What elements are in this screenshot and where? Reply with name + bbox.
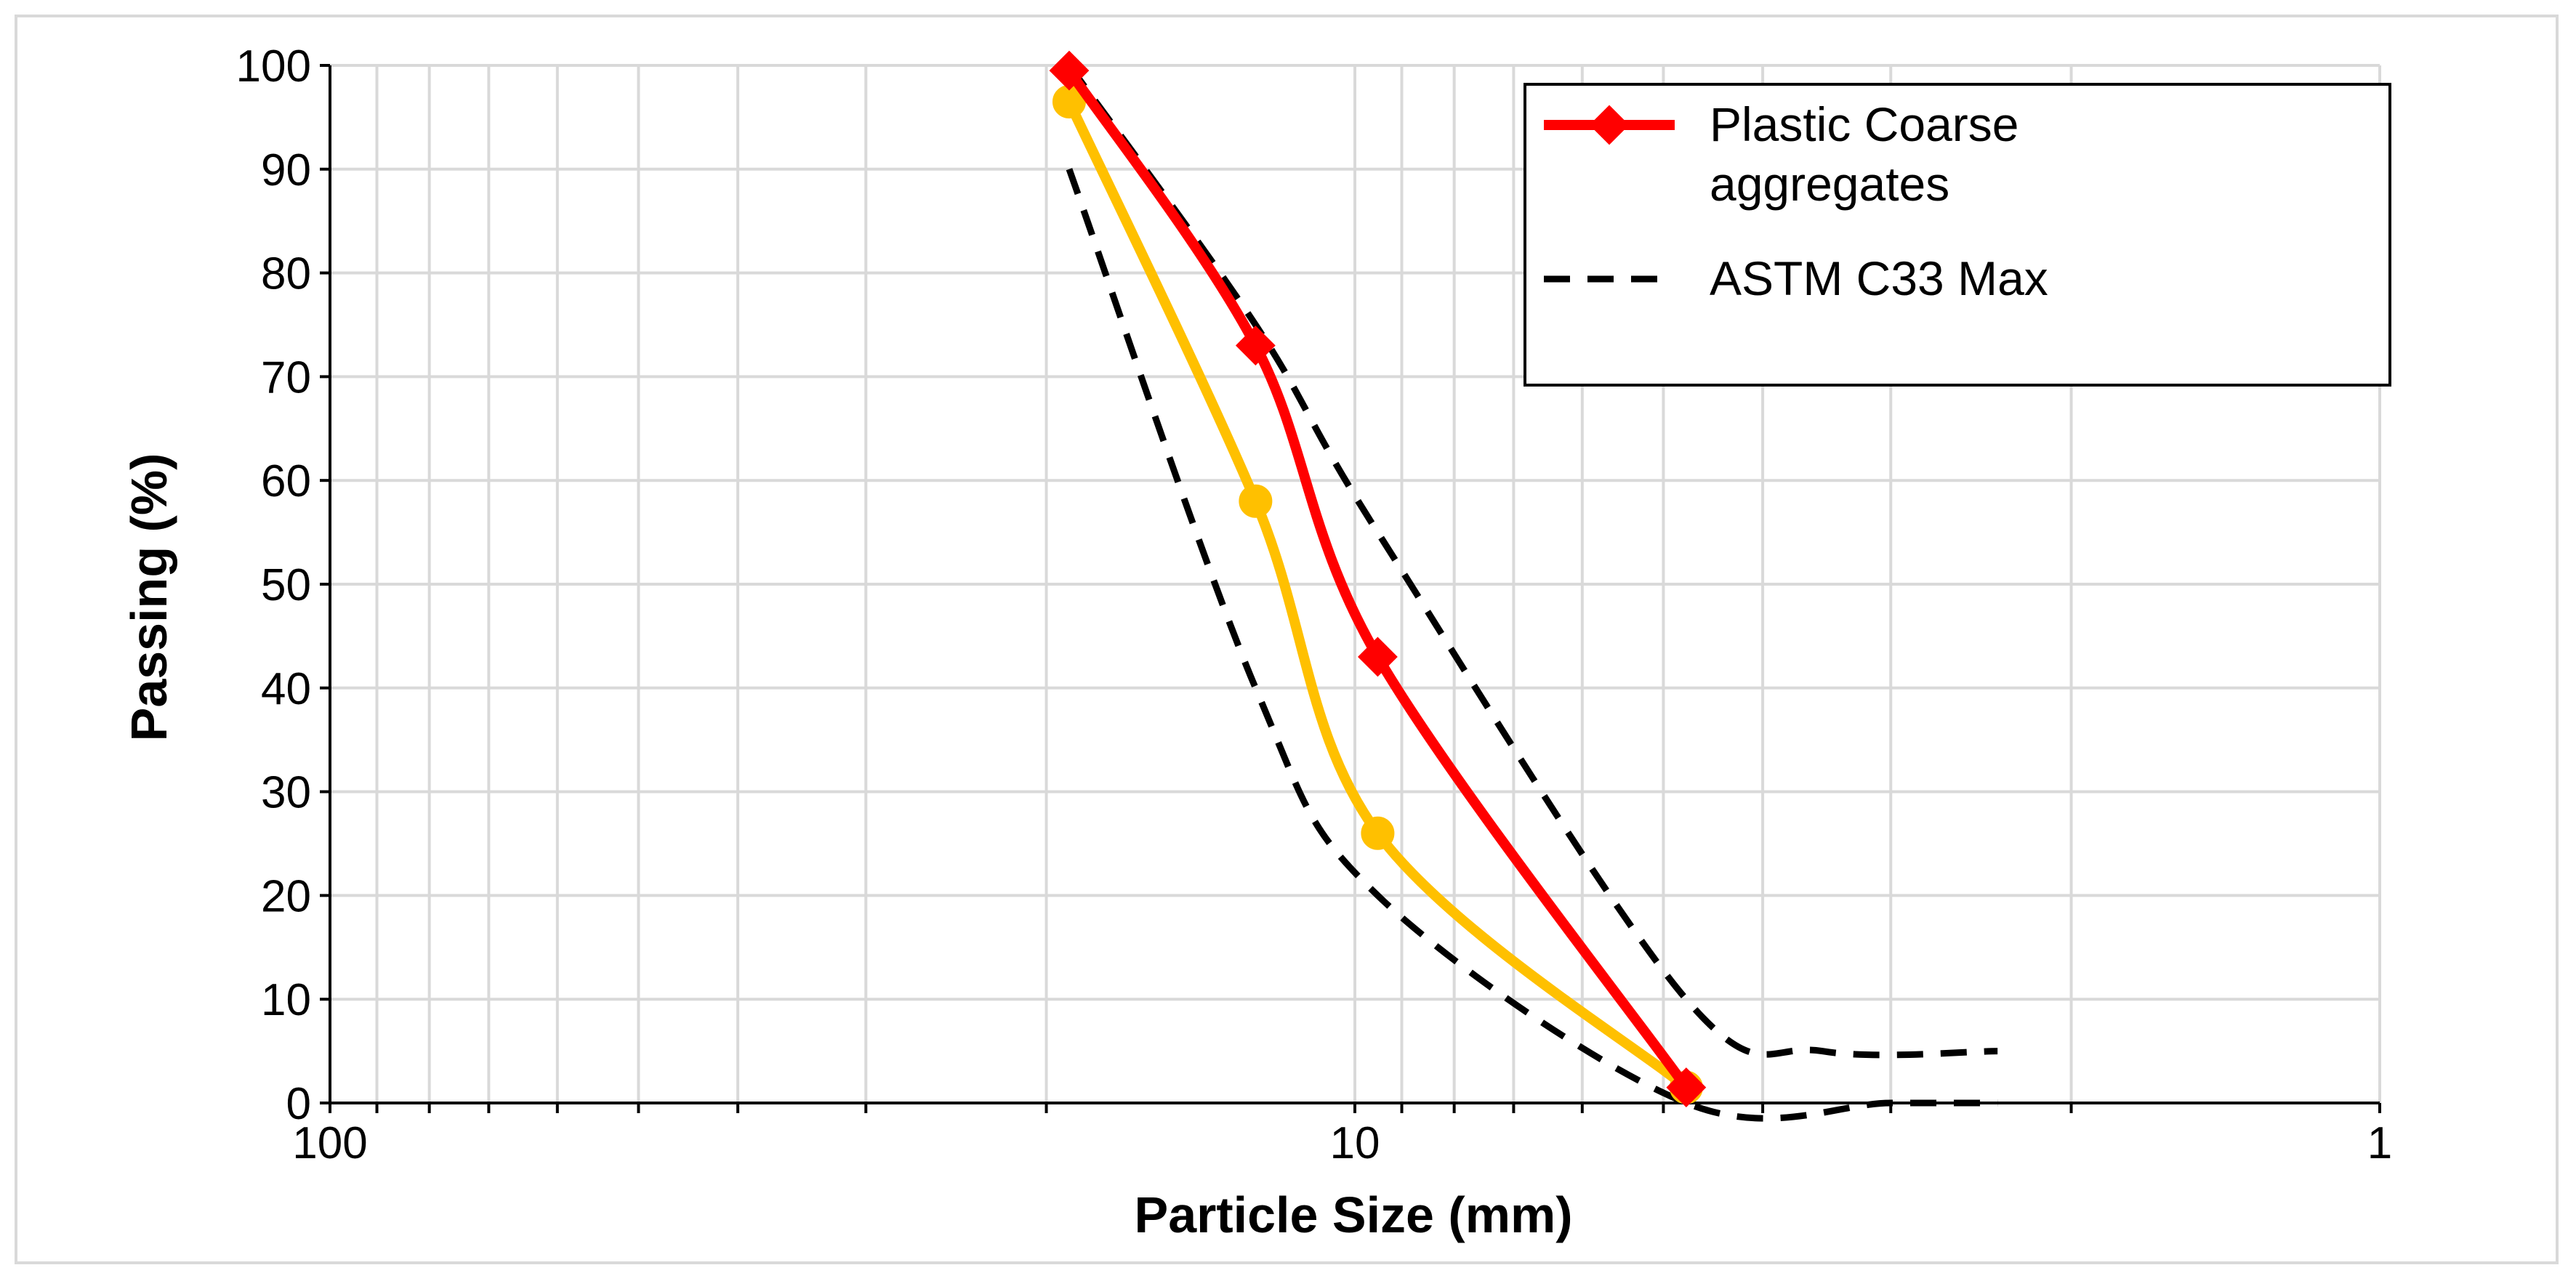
series-line-gradation xyxy=(1064,100,1690,1091)
legend-entry-plastic-coarse-aggregates: Plastic Coarse aggregates xyxy=(1544,97,2019,211)
legend-label-astm-c33-max: ASTM C33 Max xyxy=(1710,251,2048,305)
data-point-plastic-coarse-aggregates xyxy=(1666,1067,1707,1107)
data-point-plastic-coarse-aggregates xyxy=(1049,50,1090,91)
y-tick-label: 100 xyxy=(236,41,311,92)
y-tick-label: 30 xyxy=(261,768,311,818)
legend-box xyxy=(1524,83,2391,387)
x-tick-label: 10 xyxy=(1330,1118,1380,1168)
y-tick-label: 50 xyxy=(261,560,311,610)
legend: Plastic Coarse aggregates ASTM C33 Max xyxy=(1524,83,2391,387)
series-line-astm-c33-min xyxy=(1066,168,1998,1122)
series-line-astm-c33-max xyxy=(1066,63,1998,1059)
y-tick-label: 20 xyxy=(261,871,311,921)
series-line-plastic-coarse-aggregates xyxy=(1065,68,1691,1091)
chart-frame: 0 10 20 30 40 50 60 70 80 90 100 100 10 1 Plastic Coa… xyxy=(15,15,2559,1264)
y-tick-label: 0 xyxy=(286,1079,311,1129)
series-group xyxy=(1049,50,1998,1122)
y-tick-label: 90 xyxy=(261,145,311,195)
particle-size-distribution-chart: 0 10 20 30 40 50 60 70 80 90 100 100 10 1 Plastic Coa… xyxy=(121,41,2393,1243)
y-tick-label: 60 xyxy=(261,456,311,506)
series-plastic-coarse-aggregates xyxy=(1049,50,1707,1107)
data-point-plastic-coarse-aggregates xyxy=(1357,637,1398,677)
legend-label-plastic-coarse-aggregates: Plastic Coarse xyxy=(1710,97,2019,151)
y-axis-title: Passing (%) xyxy=(121,453,177,742)
series-astm-c33-min xyxy=(1066,168,1998,1122)
x-tick-label: 1 xyxy=(2367,1118,2392,1168)
data-point-gradation xyxy=(1361,816,1395,850)
series-astm-c33-max xyxy=(1066,63,1998,1059)
x-axis-title: Particle Size (mm) xyxy=(1135,1187,1573,1243)
data-point-plastic-coarse-aggregates xyxy=(1235,326,1276,365)
legend-entry-astm-c33-max: ASTM C33 Max xyxy=(1544,251,2048,305)
x-tick-label: 100 xyxy=(292,1118,367,1168)
y-tick-label: 40 xyxy=(261,664,311,714)
data-point-gradation xyxy=(1239,484,1273,518)
legend-marker-plastic-coarse-aggregates xyxy=(1589,105,1630,145)
y-tick-label: 70 xyxy=(261,352,311,403)
y-tick-label: 10 xyxy=(261,975,311,1025)
y-tick-label: 80 xyxy=(261,249,311,299)
legend-label-plastic-coarse-aggregates: aggregates xyxy=(1710,157,1949,211)
axes: 0 10 20 30 40 50 60 70 80 90 100 100 10 1 xyxy=(236,41,2393,1168)
